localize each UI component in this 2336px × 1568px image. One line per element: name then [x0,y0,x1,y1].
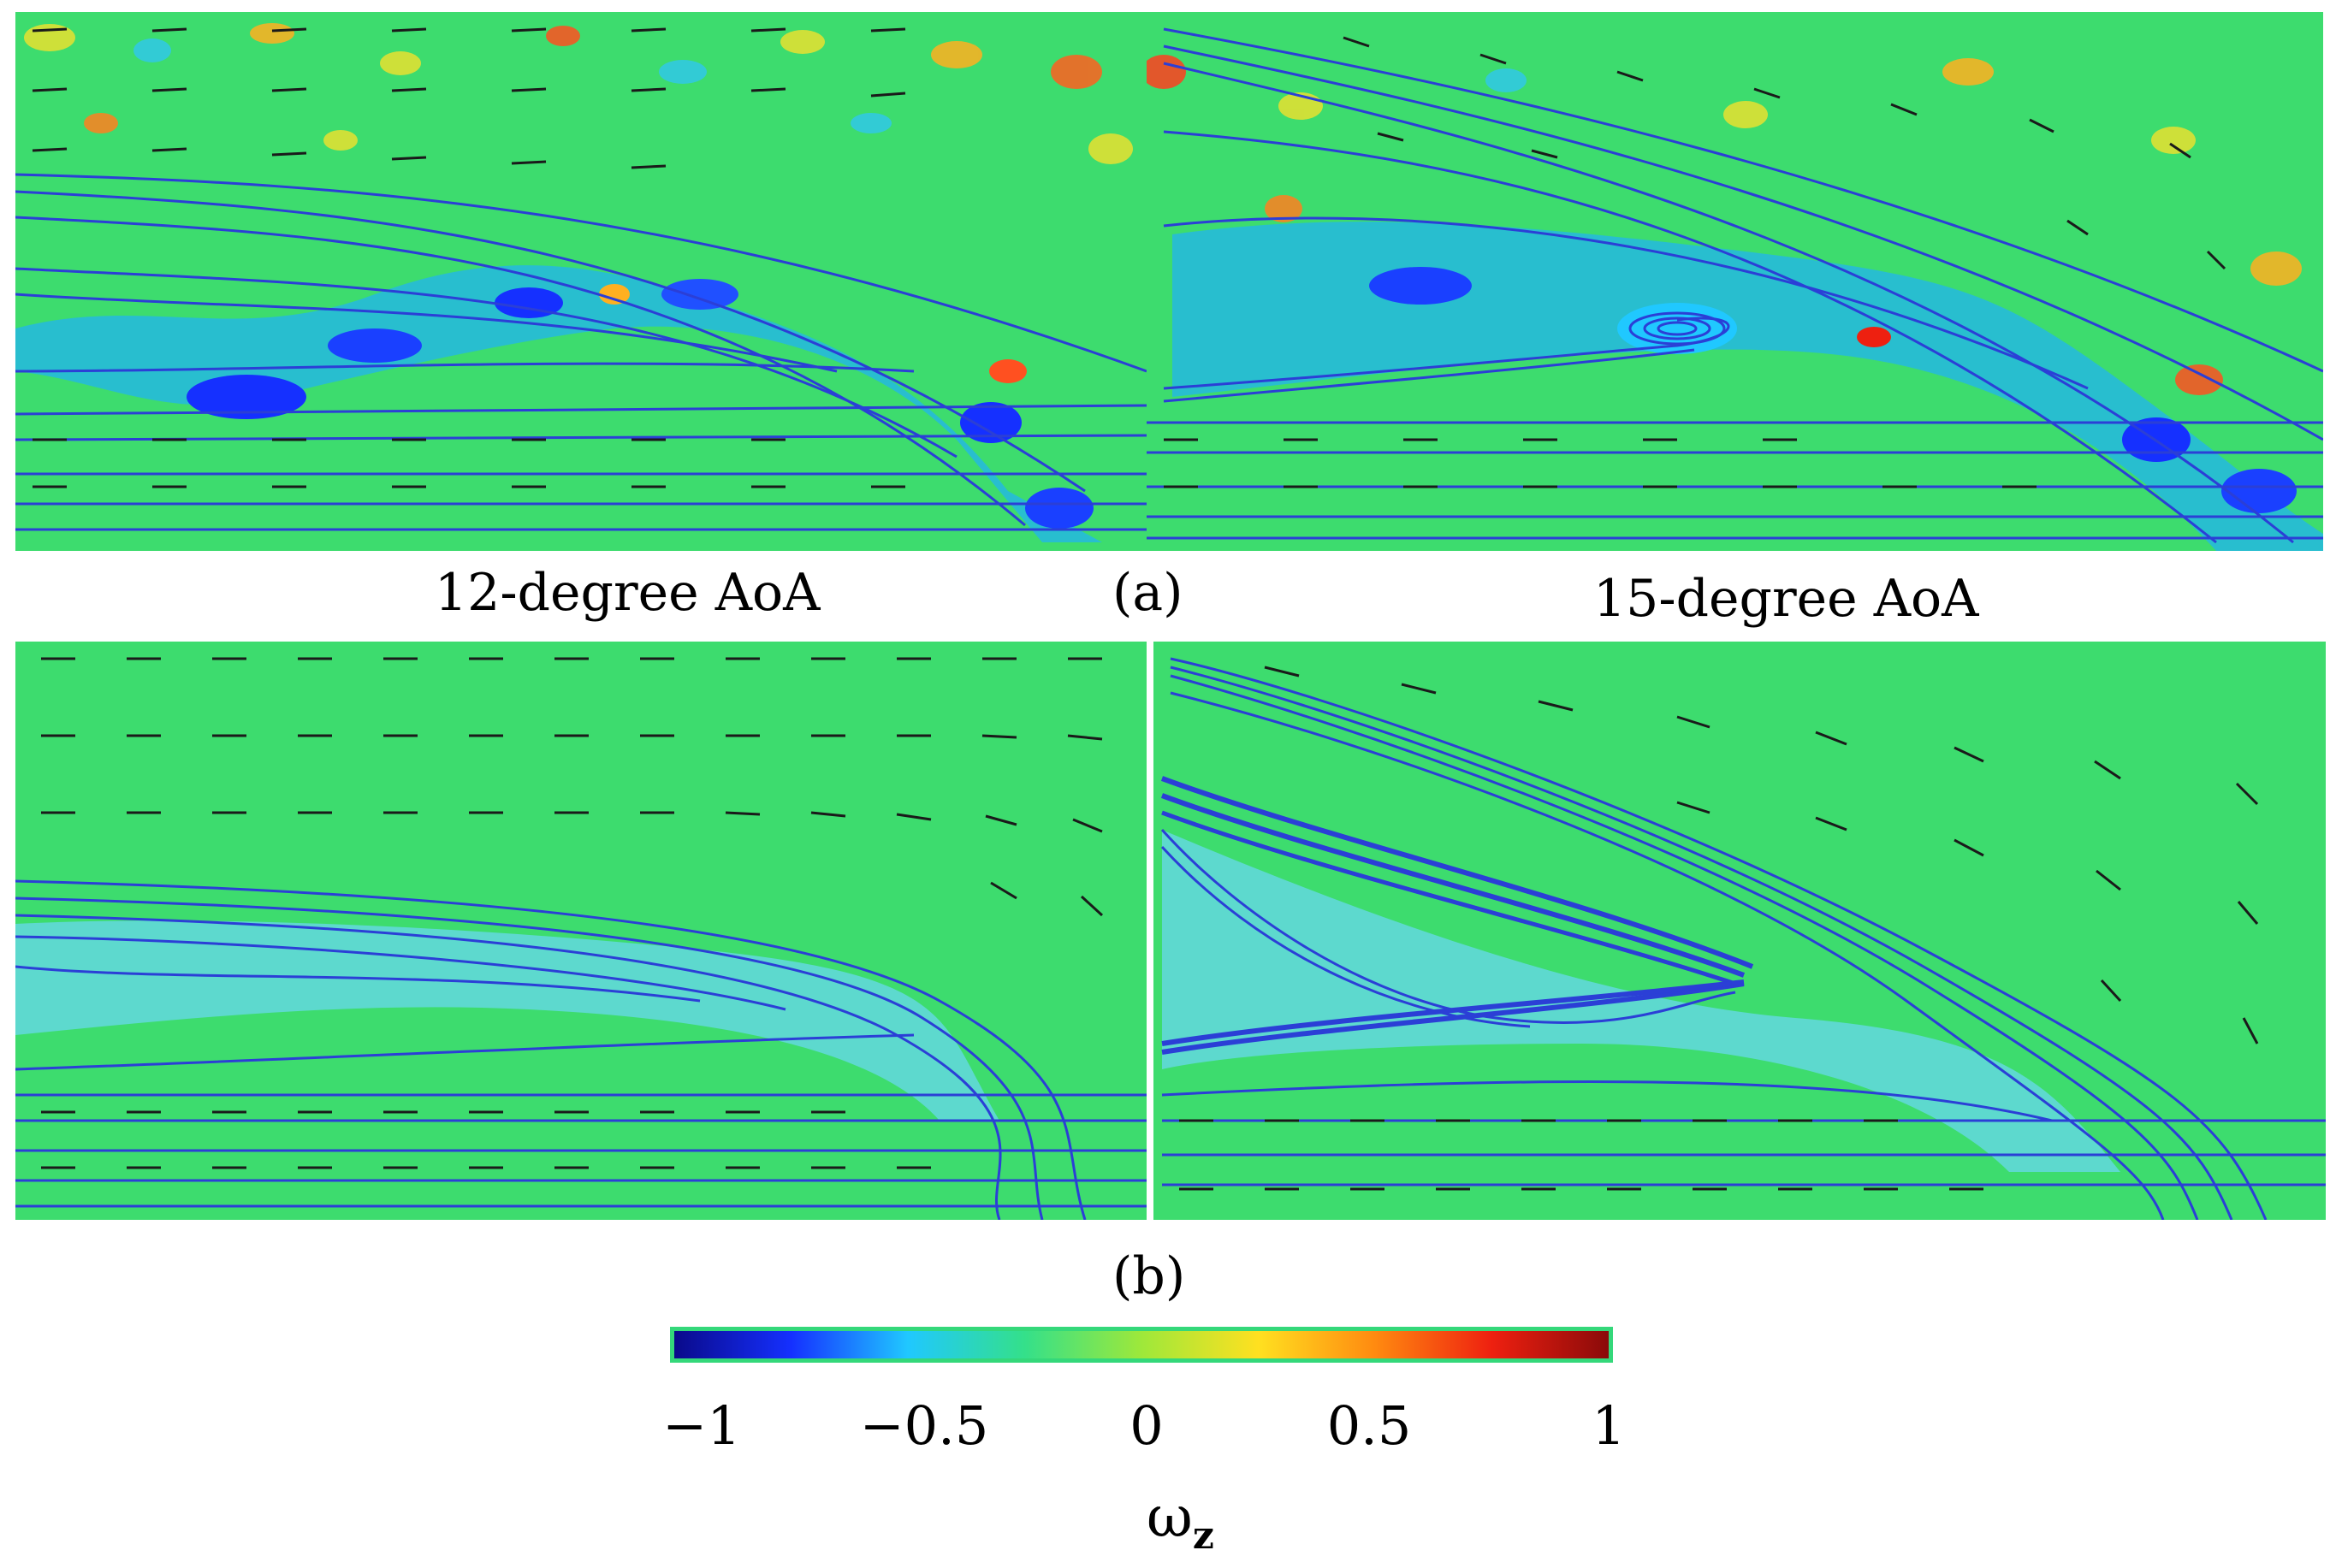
velocity-vectors [41,657,1104,1169]
panel-b-15-degree [1153,642,2326,1220]
row-label-a: (a) [1112,563,1183,623]
streamlines [15,173,1147,531]
vorticity-field-a-12 [15,12,1147,551]
velocity-vectors [1164,36,2226,488]
panel-a-12-degree [15,12,1147,551]
colorbar-tick-05: 0.5 [1326,1394,1412,1457]
velocity-vectors [32,27,906,488]
omega-symbol: ω [1147,1484,1193,1550]
streamlines [15,879,1147,1220]
colorbar-symbol: ωz [1147,1484,1214,1558]
colorbar [670,1327,1613,1363]
streamlines [1160,657,2326,1220]
omega-subscript: z [1192,1514,1214,1559]
negative-vorticity-region [15,920,999,1121]
streamlines [1147,27,2323,544]
noise-patches [24,23,1133,164]
negative-vorticity-region [1162,830,2120,1172]
colorbar-tick-1: 1 [1592,1394,1626,1457]
vorticity-field-b-15 [1153,642,2326,1220]
row-label-b: (b) [1112,1246,1186,1306]
colorbar-tick-neg1: −1 [662,1394,741,1457]
colorbar-tick-neg05: −0.5 [859,1394,989,1457]
aoa-label-15: 15-degree AoA [1593,569,1979,629]
panel-a-15-degree [1147,12,2323,551]
aoa-label-12: 12-degree AoA [435,563,821,623]
vorticity-field-b-12 [15,642,1147,1220]
panel-b-12-degree [15,642,1147,1220]
vorticity-field-a-15 [1147,12,2323,551]
colorbar-tick-0: 0 [1129,1394,1164,1457]
negative-vorticity-band [15,265,1102,542]
velocity-vectors [1179,666,2259,1191]
